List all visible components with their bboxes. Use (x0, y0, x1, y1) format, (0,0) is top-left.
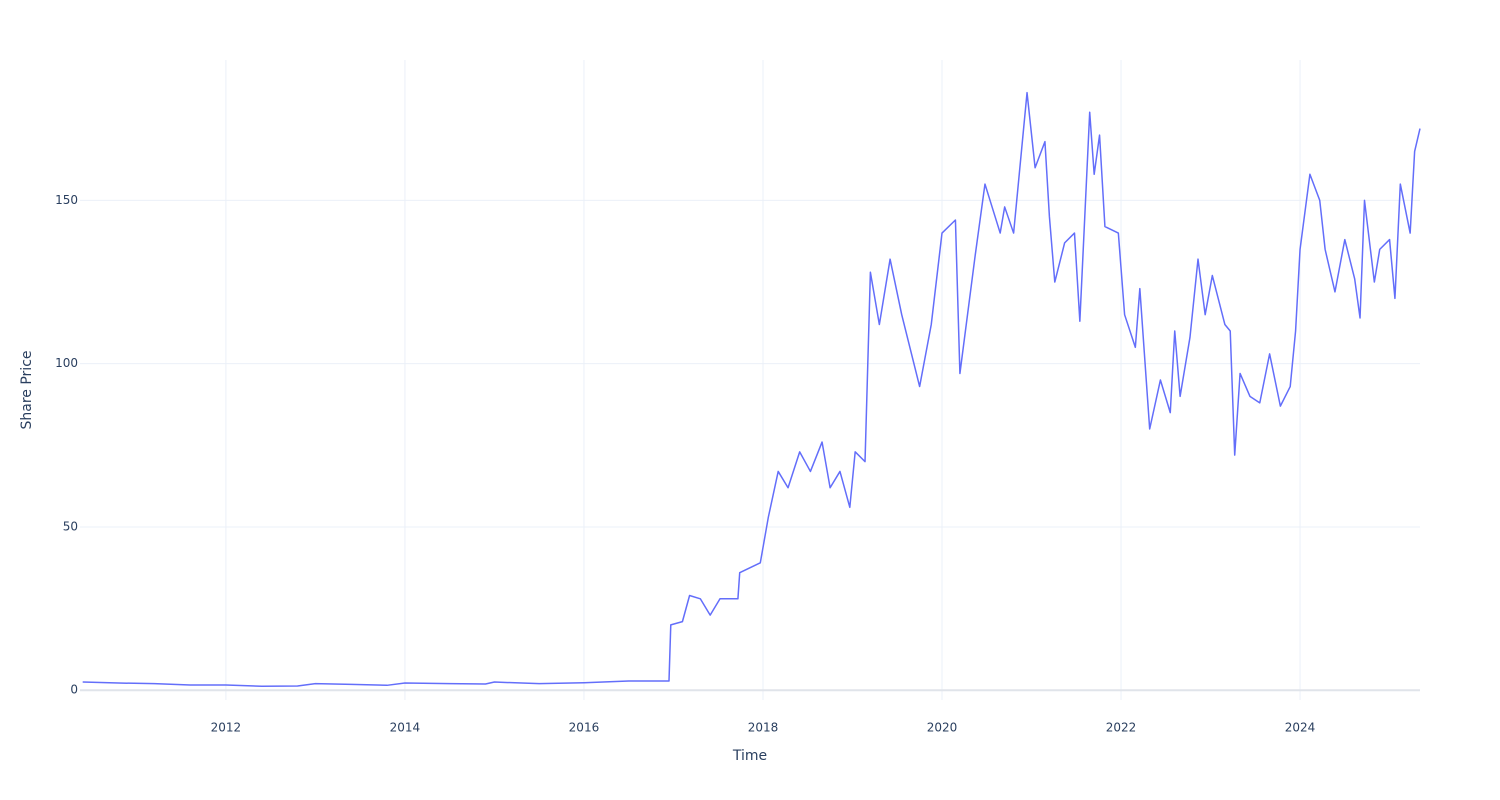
x-tick-label: 2020 (927, 721, 958, 735)
y-tick-label: 150 (55, 193, 78, 207)
price-line (82, 91, 1421, 688)
y-tick-label: 100 (55, 356, 78, 370)
y-axis-title: Share Price (19, 350, 35, 429)
y-tick-label: 0 (70, 683, 78, 697)
y-tick-label: 50 (63, 519, 78, 533)
x-tick-label: 2014 (390, 721, 421, 735)
x-tick-label: 2022 (1106, 721, 1137, 735)
x-tick-label: 2016 (569, 721, 600, 735)
x-tick-label: 2024 (1285, 721, 1316, 735)
x-axis-title: Time (732, 748, 767, 764)
x-tick-label: 2018 (748, 721, 779, 735)
x-tick-label: 2012 (211, 721, 242, 735)
